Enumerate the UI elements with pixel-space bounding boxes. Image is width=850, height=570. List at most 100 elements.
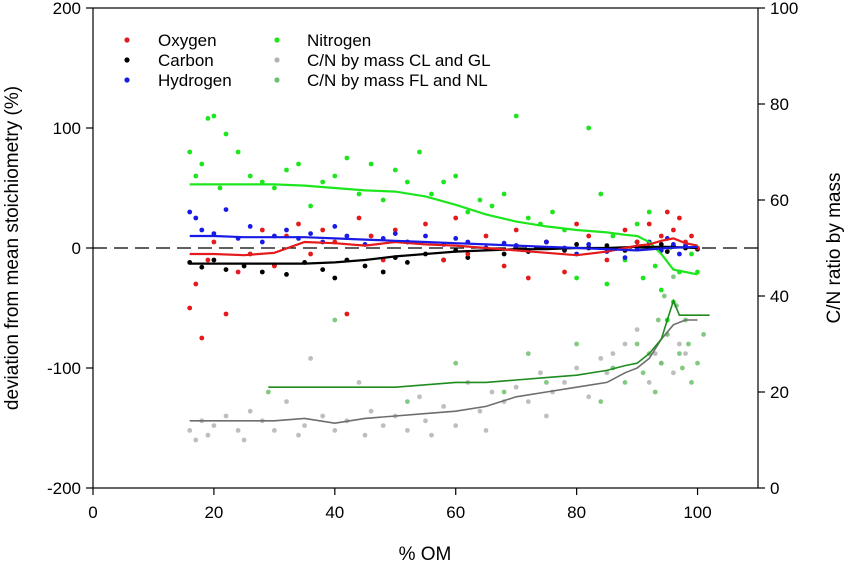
data-point-c-n-by-mass-cl-and-gl	[272, 428, 277, 433]
data-point-nitrogen	[308, 203, 313, 209]
data-point-carbon	[658, 242, 664, 247]
data-point-c-n-by-mass-fl-and-nl	[652, 389, 658, 395]
y-right-tick-label: 0	[770, 479, 779, 498]
y-right-tick-label: 40	[770, 287, 789, 306]
data-point-nitrogen	[344, 155, 350, 161]
data-point-carbon	[664, 249, 670, 255]
data-point-c-n-by-mass-cl-and-gl	[429, 432, 434, 438]
data-point-nitrogen	[652, 263, 658, 269]
legend-marker-cn-fl-nl	[274, 77, 280, 83]
data-point-hydrogen	[544, 239, 549, 245]
legend-label-hydrogen: Hydrogen	[158, 71, 232, 90]
data-point-c-n-by-mass-cl-and-gl	[489, 389, 495, 395]
data-point-hydrogen	[344, 233, 350, 239]
legend-label-cn-cl-gl: C/N by mass CL and GL	[307, 51, 491, 70]
data-point-c-n-by-mass-cl-and-gl	[586, 394, 592, 400]
data-point-nitrogen	[296, 161, 301, 167]
legend-marker-carbon	[124, 57, 130, 63]
y-axis-right-title: C/N ratio by mass	[824, 173, 845, 324]
trend-line-hydrogen	[189, 234, 698, 252]
legend-marker-oxygen	[124, 37, 130, 43]
data-point-nitrogen	[489, 203, 495, 209]
axes: 0 20 40 60 80 100 -200 -100 0 100 200 0 20 40 60 80 100	[47, 0, 798, 522]
data-marks	[187, 113, 710, 443]
legend-item-carbon: Carbon	[124, 51, 214, 70]
data-point-nitrogen	[368, 161, 374, 167]
data-point-nitrogen	[392, 167, 398, 173]
data-point-c-n-by-mass-fl-and-nl	[661, 293, 667, 299]
data-point-c-n-by-mass-cl-and-gl	[332, 428, 338, 433]
data-point-oxygen	[259, 227, 265, 233]
data-point-c-n-by-mass-cl-and-gl	[423, 418, 428, 424]
data-point-nitrogen	[604, 281, 610, 287]
legend: Oxygen Carbon Hydrogen Nitrogen C/N by m…	[124, 31, 491, 90]
data-point-oxygen	[664, 209, 670, 215]
data-point-c-n-by-mass-cl-and-gl	[538, 370, 543, 376]
data-point-nitrogen	[586, 125, 592, 131]
data-point-c-n-by-mass-fl-and-nl	[701, 332, 706, 337]
data-point-nitrogen	[405, 179, 410, 185]
data-point-nitrogen	[598, 191, 604, 197]
trend-line-carbon	[189, 245, 698, 265]
data-point-carbon	[405, 260, 410, 265]
data-point-c-n-by-mass-cl-and-gl	[652, 351, 658, 356]
data-point-nitrogen	[465, 209, 471, 215]
data-point-c-n-by-mass-cl-and-gl	[622, 341, 628, 347]
data-point-oxygen	[671, 227, 676, 233]
data-point-carbon	[501, 251, 507, 257]
data-point-c-n-by-mass-cl-and-gl	[671, 370, 676, 376]
x-axis-title: % OM	[399, 544, 452, 565]
data-point-nitrogen	[187, 149, 193, 155]
y-right-tick-label: 20	[770, 383, 789, 402]
data-point-oxygen	[441, 257, 446, 263]
data-point-nitrogen	[235, 149, 241, 155]
data-point-c-n-by-mass-cl-and-gl	[477, 408, 483, 414]
data-point-nitrogen	[223, 131, 229, 137]
data-point-oxygen	[272, 263, 277, 269]
y-left-tick-label: -100	[47, 359, 81, 378]
data-point-c-n-by-mass-cl-and-gl	[646, 380, 652, 385]
data-point-oxygen	[622, 227, 628, 233]
data-point-c-n-by-mass-cl-and-gl	[296, 432, 301, 438]
data-point-c-n-by-mass-fl-and-nl	[677, 351, 682, 356]
data-point-c-n-by-mass-fl-and-nl	[671, 274, 676, 280]
data-point-carbon	[604, 243, 610, 249]
data-point-c-n-by-mass-cl-and-gl	[368, 408, 374, 414]
data-point-carbon	[380, 269, 386, 275]
data-point-oxygen	[453, 215, 459, 221]
data-point-oxygen	[689, 233, 694, 239]
data-point-c-n-by-mass-cl-and-gl	[187, 428, 193, 433]
data-point-c-n-by-mass-cl-and-gl	[513, 384, 519, 390]
x-tick-label: 60	[446, 503, 465, 522]
data-point-carbon	[332, 275, 338, 281]
x-tick-label: 80	[567, 503, 586, 522]
data-point-c-n-by-mass-cl-and-gl	[417, 394, 422, 400]
data-point-c-n-by-mass-cl-and-gl	[320, 413, 326, 419]
data-point-hydrogen	[677, 251, 682, 257]
data-point-hydrogen	[247, 224, 253, 229]
data-point-oxygen	[211, 239, 217, 245]
data-point-oxygen	[658, 233, 664, 239]
trend-line-oxygen	[189, 237, 698, 257]
data-point-nitrogen	[441, 179, 446, 185]
data-point-oxygen	[235, 269, 241, 275]
data-point-nitrogen	[501, 191, 507, 197]
y-left-tick-label: 100	[53, 119, 81, 138]
data-point-carbon	[465, 255, 471, 260]
data-point-c-n-by-mass-cl-and-gl	[247, 408, 253, 414]
data-point-hydrogen	[586, 242, 592, 247]
data-point-nitrogen	[332, 173, 338, 179]
data-point-c-n-by-mass-fl-and-nl	[680, 365, 685, 371]
data-point-oxygen	[483, 233, 489, 239]
data-point-c-n-by-mass-cl-and-gl	[241, 437, 247, 443]
data-point-oxygen	[562, 269, 567, 275]
data-point-oxygen	[677, 215, 682, 221]
data-point-oxygen	[344, 311, 350, 317]
legend-item-hydrogen: Hydrogen	[124, 71, 232, 90]
data-point-oxygen	[586, 233, 592, 239]
data-point-oxygen	[525, 275, 531, 281]
y-right-tick-label: 60	[770, 191, 789, 210]
data-point-oxygen	[308, 251, 313, 257]
trend-line-c-n-by-mass-fl-and-nl	[268, 298, 710, 389]
